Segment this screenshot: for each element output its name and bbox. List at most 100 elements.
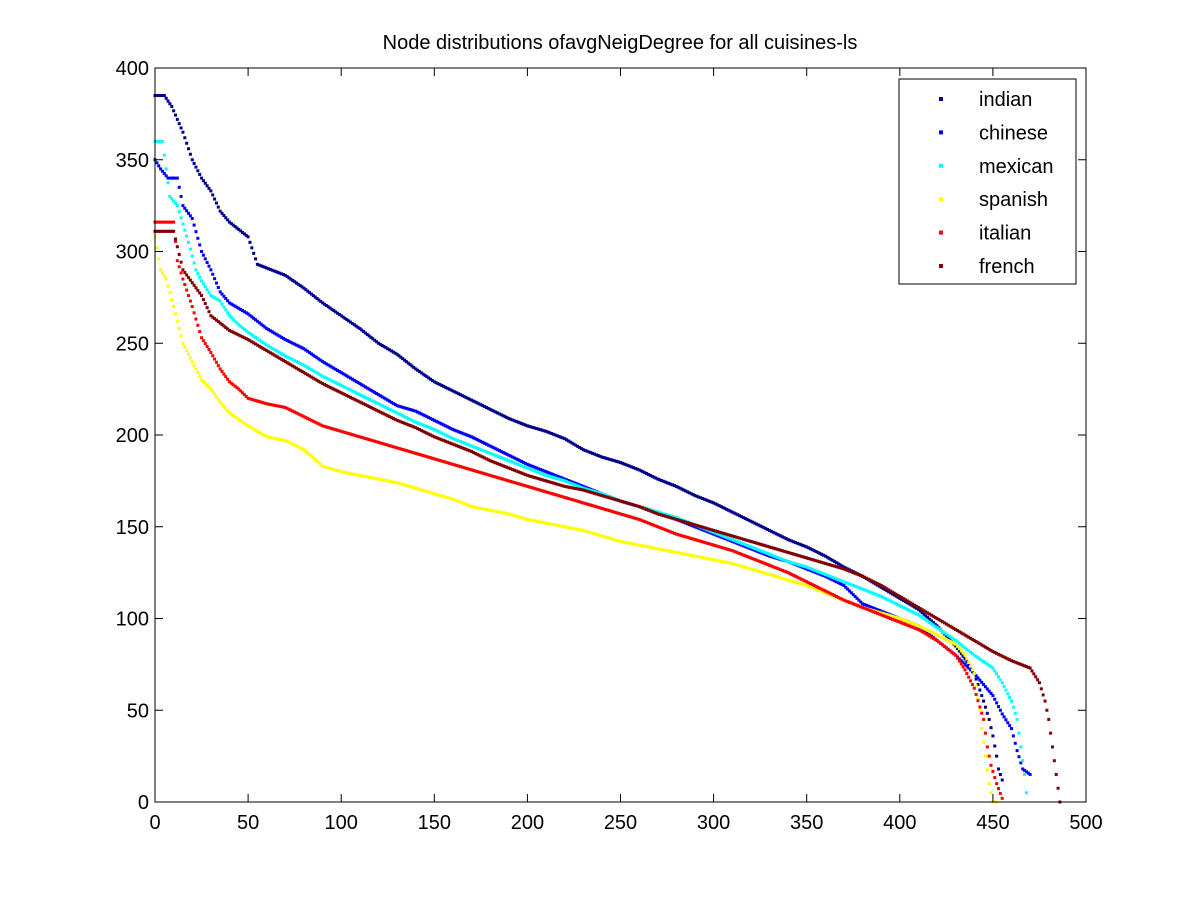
data-point [330,427,334,431]
data-point [363,385,367,389]
data-point [520,460,524,464]
data-point [470,450,474,454]
data-point [335,389,339,393]
data-point [764,553,768,557]
data-point [488,508,492,512]
data-point [820,573,824,577]
data-point [615,511,619,515]
data-point [475,438,479,442]
data-point [1021,759,1025,763]
data-point [939,628,943,632]
data-point [330,365,334,369]
data-point [924,610,928,614]
data-point [395,418,399,422]
data-point [177,327,181,331]
data-point [445,425,449,429]
data-point [589,531,593,535]
data-point [218,209,222,213]
data-point [540,478,544,482]
data-point [920,615,924,619]
data-point [551,476,555,480]
data-point [646,508,650,512]
data-point [261,324,265,328]
data-point [875,611,879,615]
data-point [246,235,250,239]
data-point [931,621,935,625]
data-point [445,386,449,390]
data-point [548,491,552,495]
data-point [222,305,226,309]
data-point [455,391,459,395]
data-point [857,604,861,608]
data-point [306,416,310,420]
data-point [159,167,163,171]
data-point [222,214,226,218]
data-point [836,565,840,569]
data-point [926,631,930,635]
data-point [762,571,766,575]
data-point [645,545,649,549]
data-point [453,498,457,502]
data-point [257,338,261,342]
data-point [974,692,978,696]
data-point [160,271,164,275]
data-point [384,405,388,409]
data-point [646,521,650,525]
data-point [706,557,710,561]
data-point [334,367,338,371]
data-point [380,441,384,445]
data-point [388,399,392,403]
tick-layer: 0 50 100 150 200 250 300 350 400 450 5000501001502… [116,58,1103,834]
data-point [900,597,904,601]
data-point [248,339,252,343]
data-point [672,484,676,488]
data-point [795,553,799,557]
data-point [877,594,881,598]
data-point [358,327,362,331]
data-point [565,478,569,482]
data-point [360,328,364,332]
data-point [970,637,974,641]
data-point [833,560,837,564]
data-point [382,412,386,416]
data-point [654,546,658,550]
data-point [328,466,332,470]
data-point [471,468,475,472]
data-point [438,459,442,463]
data-point [550,492,554,496]
data-point [551,492,555,496]
data-point [989,763,993,767]
data-point [365,386,369,390]
data-point [853,594,857,598]
data-point [468,467,472,471]
data-point [166,229,170,233]
data-point [551,481,555,485]
data-point [289,277,293,281]
data-point [533,519,537,523]
data-point [542,469,546,473]
data-point [825,592,829,596]
data-point [862,588,866,592]
data-point [902,618,906,622]
data-point [358,393,362,397]
data-point [341,430,345,434]
data-point [393,480,397,484]
data-point [205,306,209,310]
data-point [462,466,466,470]
data-point [678,533,682,537]
data-point [507,416,511,420]
data-point [751,540,755,544]
data-point [203,302,207,306]
data-point [477,506,481,510]
data-point [468,443,472,447]
data-point [609,458,613,462]
data-point [749,567,753,571]
data-point [576,444,580,448]
data-point [721,505,725,509]
data-point [257,321,261,325]
data-point [414,451,418,455]
data-point [414,409,418,413]
data-point [399,447,403,451]
data-point [794,553,798,557]
